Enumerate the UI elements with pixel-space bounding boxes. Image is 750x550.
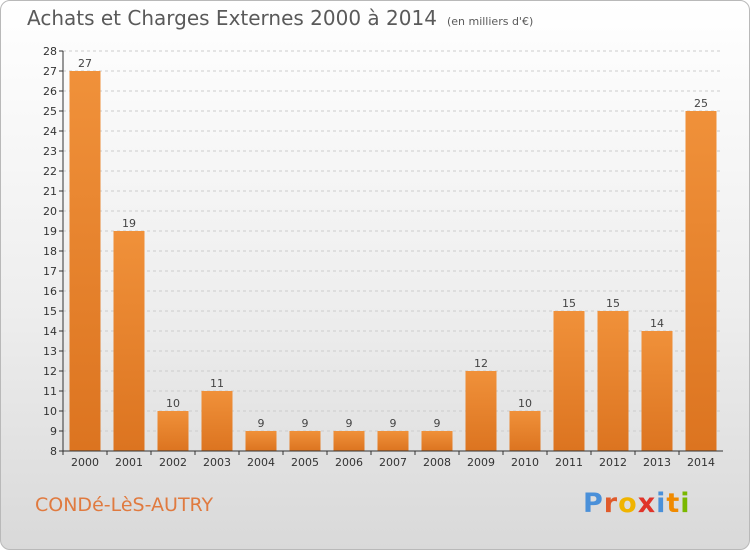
x-tick-label: 2004 (247, 456, 275, 469)
bar (69, 71, 101, 451)
y-tick-label: 17 (43, 265, 57, 278)
y-tick-label: 9 (50, 425, 57, 438)
x-tick-label: 2008 (423, 456, 451, 469)
bar (333, 431, 365, 451)
bar (641, 331, 673, 451)
y-tick-label: 16 (43, 285, 57, 298)
y-tick-label: 22 (43, 165, 57, 178)
bar (421, 431, 453, 451)
data-label: 14 (650, 317, 664, 330)
x-tick-label: 2005 (291, 456, 319, 469)
y-tick-label: 21 (43, 185, 57, 198)
bar (509, 411, 541, 451)
y-tick-label: 15 (43, 305, 57, 318)
y-tick-label: 18 (43, 245, 57, 258)
y-tick-label: 26 (43, 85, 57, 98)
y-tick-label: 23 (43, 145, 57, 158)
data-label: 9 (302, 417, 309, 430)
bar (553, 311, 585, 451)
x-tick-label: 2014 (687, 456, 715, 469)
data-label: 9 (258, 417, 265, 430)
y-tick-label: 8 (50, 445, 57, 458)
bar (377, 431, 409, 451)
bar (245, 431, 277, 451)
data-label: 25 (694, 97, 708, 110)
x-tick-label: 2013 (643, 456, 671, 469)
data-label: 27 (78, 57, 92, 70)
data-label: 12 (474, 357, 488, 370)
y-tick-label: 11 (43, 385, 57, 398)
data-label: 19 (122, 217, 136, 230)
x-tick-label: 2003 (203, 456, 231, 469)
bar (465, 371, 497, 451)
chart-subtitle: (en milliers d'€) (446, 15, 534, 28)
x-tick-label: 2001 (115, 456, 143, 469)
bar (597, 311, 629, 451)
data-label: 15 (606, 297, 620, 310)
data-label: 15 (562, 297, 576, 310)
chart-title: Achats et Charges Externes 2000 à 2014 (e… (27, 6, 534, 30)
bar (113, 231, 145, 451)
bar (685, 111, 717, 451)
proxiti-logo[interactable]: Proxiti (583, 488, 691, 519)
y-tick-label: 28 (43, 45, 57, 58)
x-tick-label: 2011 (555, 456, 583, 469)
y-tick-label: 20 (43, 205, 57, 218)
x-tick-label: 2002 (159, 456, 187, 469)
y-tick-label: 14 (43, 325, 57, 338)
data-label: 10 (518, 397, 532, 410)
x-tick-label: 2006 (335, 456, 363, 469)
logo-letter: x (637, 488, 657, 519)
x-tick-label: 2012 (599, 456, 627, 469)
logo-letter: i (656, 488, 667, 519)
x-tick-label: 2000 (71, 456, 99, 469)
y-tick-label: 25 (43, 105, 57, 118)
commune-name: CONDé-LèS-AUTRY (35, 494, 214, 516)
logo-letter: r (603, 488, 619, 519)
x-tick-label: 2010 (511, 456, 539, 469)
x-tick-label: 2007 (379, 456, 407, 469)
bar (157, 411, 189, 451)
data-label: 11 (210, 377, 224, 390)
data-label: 10 (166, 397, 180, 410)
bar (201, 391, 233, 451)
data-label: 9 (346, 417, 353, 430)
data-label: 9 (434, 417, 441, 430)
data-label: 9 (390, 417, 397, 430)
bar (289, 431, 321, 451)
y-tick-label: 19 (43, 225, 57, 238)
y-tick-label: 13 (43, 345, 57, 358)
y-tick-label: 12 (43, 365, 57, 378)
logo-letter: t (666, 488, 681, 519)
y-tick-label: 10 (43, 405, 57, 418)
logo-letter: i (680, 488, 691, 519)
y-tick-label: 24 (43, 125, 57, 138)
x-tick-label: 2009 (467, 456, 495, 469)
y-tick-label: 27 (43, 65, 57, 78)
logo-letter: o (618, 488, 638, 519)
logo-letter: P (583, 488, 604, 519)
